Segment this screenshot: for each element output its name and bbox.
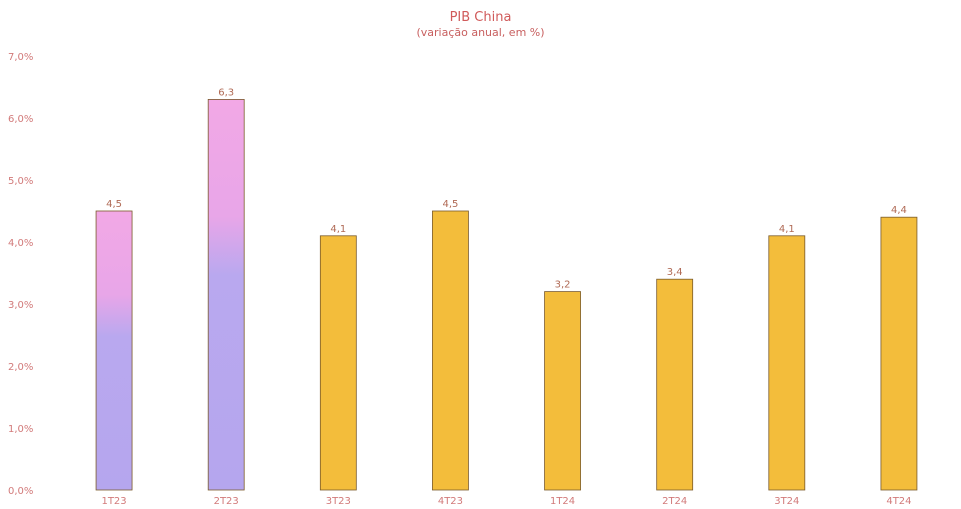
data-label-2T24: 3,4 [667,267,683,278]
x-tick-label-4T24: 4T24 [886,496,911,507]
x-tick-label-2T23: 2T23 [214,496,239,507]
y-tick-label: 2,0% [8,362,33,373]
x-tick-label-3T24: 3T24 [774,496,799,507]
x-tick-label-2T24: 2T24 [662,496,687,507]
y-tick-label: 1,0% [8,424,33,435]
bars-group: 4,5 6,3 4,1 4,5 3,2 3,4 4,1 4,4 [95,87,918,491]
data-label-1T23: 4,5 [106,199,122,210]
data-label-4T24: 4,4 [891,205,907,216]
y-tick-label: 6,0% [8,114,33,125]
bar-2T24 [656,278,694,491]
data-label-1T24: 3,2 [555,280,571,291]
bar-3T24 [768,235,806,491]
chart-subtitle: (variação anual, em %) [416,26,545,39]
x-axis: 1T23 2T23 3T23 4T23 1T24 2T24 3T24 4T24 [101,496,911,507]
data-label-3T24: 4,1 [779,224,795,235]
data-label-3T23: 4,1 [330,224,346,235]
bar-4T23 [432,210,469,491]
y-axis: 0,0% 1,0% 2,0% 3,0% 4,0% 5,0% 6,0% 7,0% [8,52,33,497]
y-tick-label: 5,0% [8,176,33,187]
data-label-2T23: 6,3 [218,87,234,98]
bar-1T23 [95,210,133,491]
bar-2T23 [207,99,245,491]
y-tick-label: 3,0% [8,300,33,311]
x-tick-label-1T24: 1T24 [550,496,575,507]
y-tick-label: 0,0% [8,486,33,497]
bar-3T23 [319,235,357,491]
x-tick-label-4T23: 4T23 [438,496,463,507]
chart-title: PIB China [449,10,512,25]
y-tick-label: 7,0% [8,52,33,63]
bar-4T24 [880,216,918,491]
x-tick-label-3T23: 3T23 [326,496,351,507]
bar-1T24 [544,291,581,491]
data-label-4T23: 4,5 [442,199,458,210]
x-tick-label-1T23: 1T23 [101,496,126,507]
y-tick-label: 4,0% [8,238,33,249]
